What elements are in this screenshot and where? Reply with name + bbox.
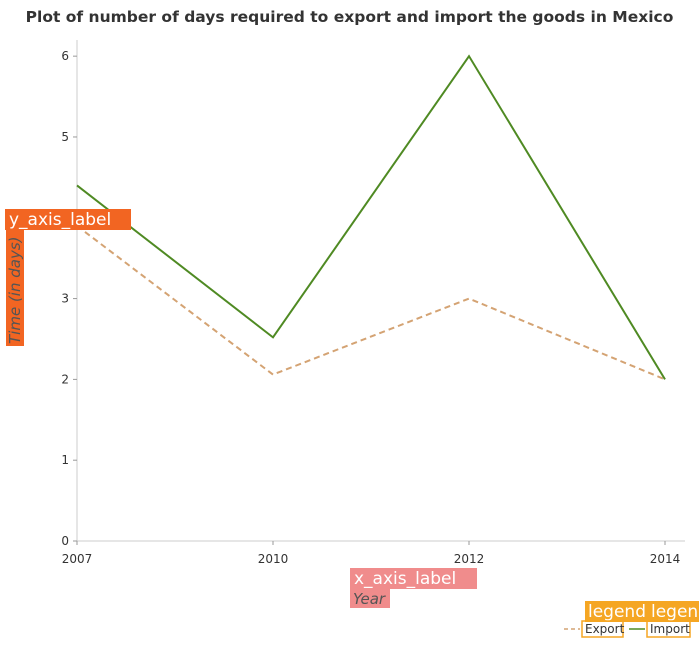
legend: legend legend Export Import — [564, 601, 699, 638]
y-tick-label: 2 — [61, 372, 69, 386]
legend-tag-bg-1 — [585, 601, 649, 622]
legend-label-import: Import — [650, 622, 690, 636]
legend-label-export: Export — [585, 622, 625, 636]
y-tick-label: 1 — [61, 453, 69, 467]
x-tick-label: 2012 — [454, 552, 485, 566]
x-axis-label-bg — [350, 589, 390, 608]
legend-label-export-bg — [581, 620, 624, 638]
legend-tag-2: legend — [651, 602, 699, 622]
y-tick-label: 5 — [61, 130, 69, 144]
y-axis-tag: y_axis_label — [9, 210, 111, 230]
plot-area — [77, 40, 685, 541]
x-axis-tag: x_axis_label — [354, 569, 456, 589]
y-tick-label: 6 — [61, 49, 69, 63]
x-tick-label: 2014 — [650, 552, 681, 566]
y-axis-label: Time (in days) — [6, 237, 24, 345]
chart-title: Plot of number of days required to expor… — [25, 8, 674, 26]
x-axis-ticks: 2007 2010 2012 2014 — [62, 541, 681, 566]
y-axis-label-group: y_axis_label Time (in days) — [5, 209, 131, 346]
series-layer — [76, 54, 666, 381]
x-tick-label: 2007 — [62, 552, 93, 566]
y-tick-label: 3 — [61, 292, 69, 306]
x-axis-tag-bg — [350, 568, 477, 589]
x-axis-label-group: x_axis_label Year — [350, 568, 477, 608]
legend-tag-bg-2 — [649, 601, 699, 622]
legend-label-import-bg — [646, 620, 691, 638]
x-tick-label: 2010 — [258, 552, 289, 566]
series-line-import — [76, 54, 666, 380]
y-tick-label: 0 — [61, 534, 69, 548]
y-axis-tag-bg — [5, 209, 131, 230]
x-axis-label: Year — [353, 590, 386, 608]
legend-tag-1: legend — [588, 602, 646, 622]
y-axis-label-bg — [6, 230, 24, 346]
y-axis-ticks: 0123456 — [61, 49, 77, 548]
series-line-export — [76, 225, 666, 381]
